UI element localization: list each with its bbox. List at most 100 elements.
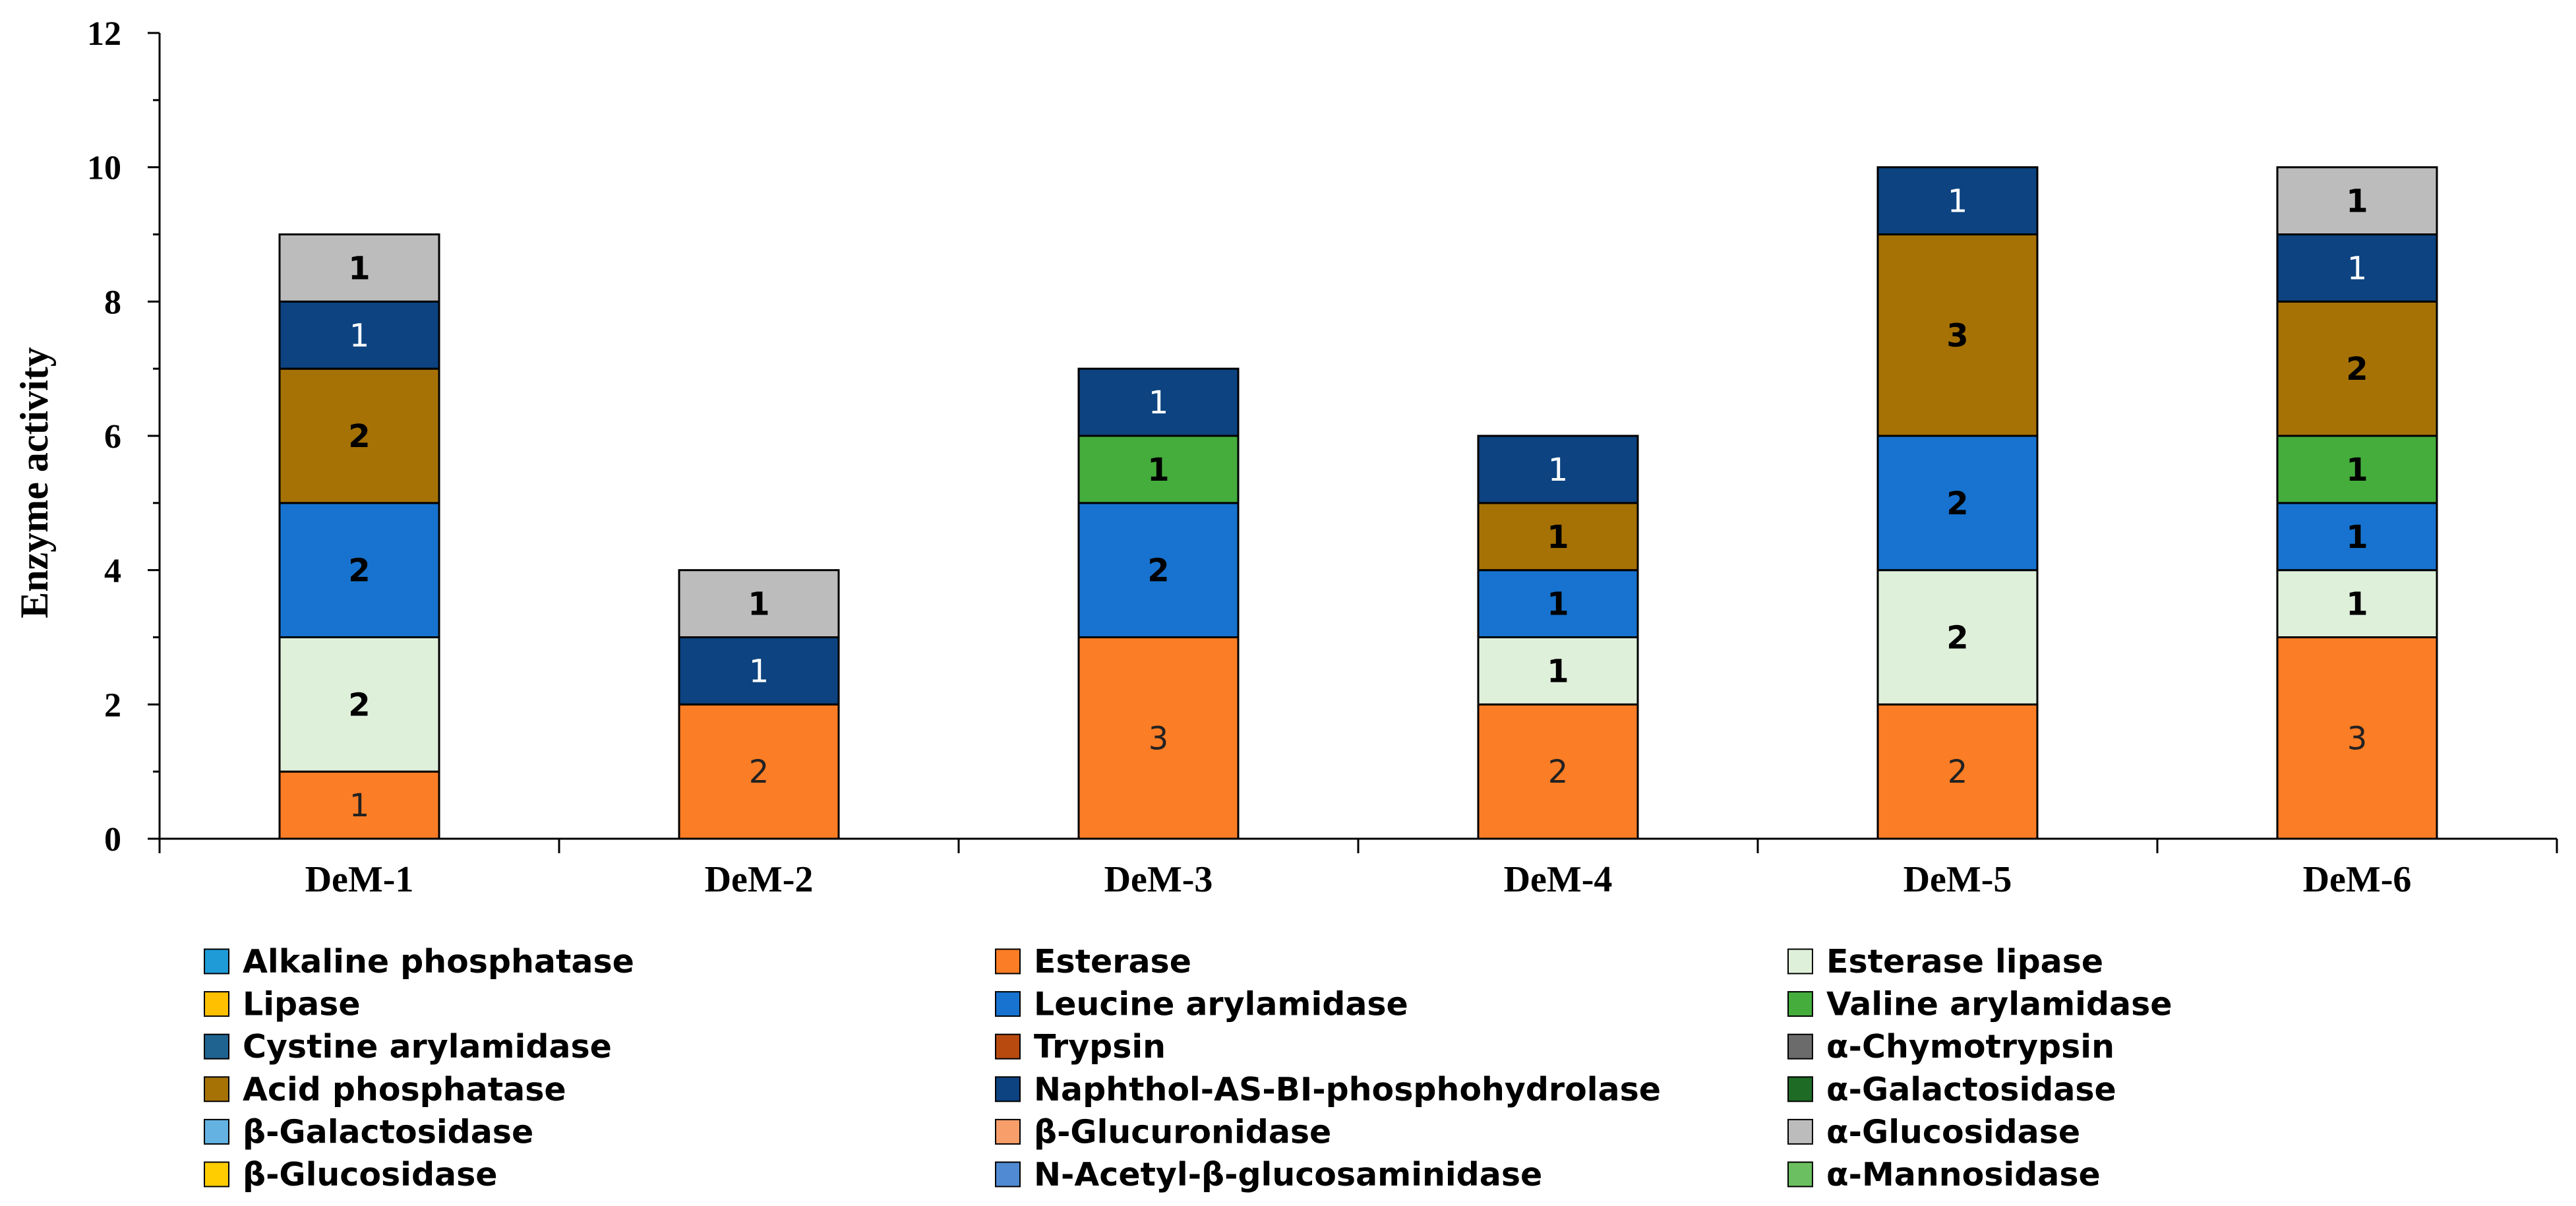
bar-segment-acid-phosphatase-dem-4 <box>1477 502 1639 572</box>
data-label-leucine-arylamidase-dem-5: 2 <box>1946 485 1968 522</box>
x-tick-label-dem-3: DeM-3 <box>1104 859 1213 900</box>
legend-item-galactosidase: β-Galactosidase <box>204 1113 533 1151</box>
data-label-naphthol-as-bi-phosphohydrolase-dem-4: 1 <box>1548 452 1569 489</box>
bar-segment-esterase-dem-3 <box>1077 636 1240 840</box>
legend-item-leucine-arylamidase: Leucine arylamidase <box>995 986 1408 1023</box>
bar-segment-glucosidase-dem-1 <box>278 233 440 303</box>
legend-item-lipase: Lipase <box>204 986 361 1023</box>
data-label-esterase-dem-1: 1 <box>349 787 370 824</box>
legend-label: α-Galactosidase <box>1826 1071 2116 1108</box>
bar-stack-dem-3: 3 2 1 1 <box>1077 367 1240 840</box>
legend-label: Naphthol-AS-BI-phosphohydrolase <box>1034 1071 1661 1108</box>
legend-swatch <box>204 1033 229 1060</box>
legend-item-trypsin: Trypsin <box>995 1028 1166 1066</box>
legend-label: Cystine arylamidase <box>243 1028 612 1066</box>
legend-label: Trypsin <box>1034 1028 1166 1066</box>
legend-swatch <box>1787 1076 1813 1102</box>
legend-item-esterase: Esterase <box>995 943 1191 980</box>
legend-label: β-Glucuronidase <box>1034 1113 1331 1151</box>
bar-segment-naphthol-as-bi-phosphohydrolase-dem-3 <box>1077 367 1240 437</box>
legend-label: N-Acetyl-β-glucosaminidase <box>1034 1156 1542 1193</box>
bar-stack-dem-4: 2 1 1 1 1 <box>1477 435 1639 840</box>
x-tick-label-dem-2: DeM-2 <box>705 859 814 900</box>
plot-area: 1 2 2 2 1 1 2 1 1 3 2 1 1 2 1 1 1 1 2 2 2 3 1 3 1 1 1 2 1 1 <box>278 166 2438 840</box>
legend-swatch <box>204 1076 229 1102</box>
data-label-naphthol-as-bi-phosphohydrolase-dem-6: 1 <box>2347 250 2368 287</box>
data-label-naphthol-as-bi-phosphohydrolase-dem-3: 1 <box>1149 384 1169 421</box>
data-label-esterase-dem-2: 2 <box>749 754 769 791</box>
legend-item-mannosidase: α-Mannosidase <box>1787 1156 2101 1193</box>
legend-swatch <box>995 1161 1021 1188</box>
data-label-leucine-arylamidase-dem-4: 1 <box>1547 586 1569 623</box>
bar-segment-leucine-arylamidase-dem-4 <box>1477 569 1639 639</box>
legend-swatch <box>1787 1118 1813 1145</box>
data-label-leucine-arylamidase-dem-1: 2 <box>348 553 370 589</box>
legend-item-glucosidase: α-Glucosidase <box>1787 1113 2080 1151</box>
legend-label: α-Mannosidase <box>1826 1156 2101 1193</box>
bar-segment-esterase-lipase-dem-5 <box>1876 569 2039 706</box>
y-axis: 0 2 4 6 8 10 12 <box>87 15 161 859</box>
x-tick-label-dem-5: DeM-5 <box>1903 859 2012 900</box>
data-label-acid-phosphatase-dem-1: 2 <box>348 418 370 455</box>
bar-segment-esterase-dem-5 <box>1876 703 2039 840</box>
data-label-esterase-lipase-dem-4: 1 <box>1547 653 1569 690</box>
legend-item-n-acetyl-glucosaminidase: N-Acetyl-β-glucosaminidase <box>995 1156 1542 1193</box>
data-label-acid-phosphatase-dem-4: 1 <box>1547 519 1569 556</box>
data-label-esterase-dem-5: 2 <box>1948 754 1968 791</box>
legend-swatch <box>1787 948 1813 975</box>
data-label-leucine-arylamidase-dem-3: 2 <box>1147 553 1169 589</box>
data-label-glucosidase-dem-1: 1 <box>348 250 370 287</box>
bar-segment-leucine-arylamidase-dem-6 <box>2276 502 2438 572</box>
data-label-esterase-lipase-dem-6: 1 <box>2346 586 2368 623</box>
bar-segment-valine-arylamidase-dem-6 <box>2276 435 2438 504</box>
legend-swatch <box>995 948 1021 975</box>
bar-segment-naphthol-as-bi-phosphohydrolase-dem-1 <box>278 300 440 370</box>
data-label-valine-arylamidase-dem-3: 1 <box>1147 452 1169 489</box>
y-tick-label: 10 <box>87 150 121 187</box>
data-label-naphthol-as-bi-phosphohydrolase-dem-1: 1 <box>349 317 370 354</box>
bar-segment-esterase-dem-6 <box>2276 636 2438 840</box>
data-label-leucine-arylamidase-dem-6: 1 <box>2346 519 2368 556</box>
legend-swatch <box>995 1076 1021 1102</box>
bar-segment-glucosidase-dem-2 <box>678 569 840 639</box>
bar-segment-acid-phosphatase-dem-6 <box>2276 300 2438 437</box>
legend-item-acid-phosphatase: Acid phosphatase <box>204 1071 566 1108</box>
bar-segment-glucosidase-dem-6 <box>2276 166 2438 236</box>
legend-swatch <box>1787 991 1813 1017</box>
legend-label: Esterase lipase <box>1826 943 2103 980</box>
legend: Alkaline phosphatase Esterase Esterase lip… <box>204 943 2172 1193</box>
legend-label: Acid phosphatase <box>243 1071 566 1108</box>
legend-item-glucosidase: β-Glucosidase <box>204 1156 498 1193</box>
y-tick-label: 12 <box>87 15 121 53</box>
bar-segment-leucine-arylamidase-dem-3 <box>1077 502 1240 638</box>
bar-segment-acid-phosphatase-dem-1 <box>278 367 440 504</box>
legend-item-galactosidase: α-Galactosidase <box>1787 1071 2116 1108</box>
legend-swatch <box>995 1118 1021 1145</box>
legend-label: α-Chymotrypsin <box>1826 1028 2114 1066</box>
y-tick-label: 6 <box>104 418 121 456</box>
legend-item-glucuronidase: β-Glucuronidase <box>995 1113 1331 1151</box>
legend-label: Lipase <box>243 986 361 1023</box>
data-label-glucosidase-dem-2: 1 <box>748 586 769 623</box>
y-tick-label: 8 <box>104 284 121 321</box>
legend-swatch <box>1787 1033 1813 1060</box>
data-label-naphthol-as-bi-phosphohydrolase-dem-5: 1 <box>1948 183 1968 220</box>
bar-stack-dem-1: 1 2 2 2 1 1 <box>278 233 440 840</box>
bar-stack-dem-2: 2 1 1 <box>678 569 840 840</box>
bar-segment-valine-arylamidase-dem-3 <box>1077 435 1240 504</box>
bar-segment-naphthol-as-bi-phosphohydrolase-dem-6 <box>2276 233 2438 303</box>
legend-swatch <box>204 991 229 1017</box>
legend-label: Alkaline phosphatase <box>243 943 634 980</box>
legend-label: Leucine arylamidase <box>1034 986 1408 1023</box>
legend-label: α-Glucosidase <box>1826 1113 2080 1151</box>
y-tick-label: 4 <box>104 553 121 590</box>
legend-label: Valine arylamidase <box>1826 986 2172 1023</box>
legend-swatch <box>995 1033 1021 1060</box>
data-label-naphthol-as-bi-phosphohydrolase-dem-2: 1 <box>749 653 769 690</box>
bar-stack-dem-5: 2 2 2 3 1 <box>1876 166 2039 840</box>
data-label-esterase-lipase-dem-1: 2 <box>348 686 370 723</box>
legend-item-naphthol-as-bi-phosphohydrolase: Naphthol-AS-BI-phosphohydrolase <box>995 1071 1661 1108</box>
legend-swatch <box>204 1161 229 1188</box>
bar-segment-naphthol-as-bi-phosphohydrolase-dem-2 <box>678 636 840 706</box>
